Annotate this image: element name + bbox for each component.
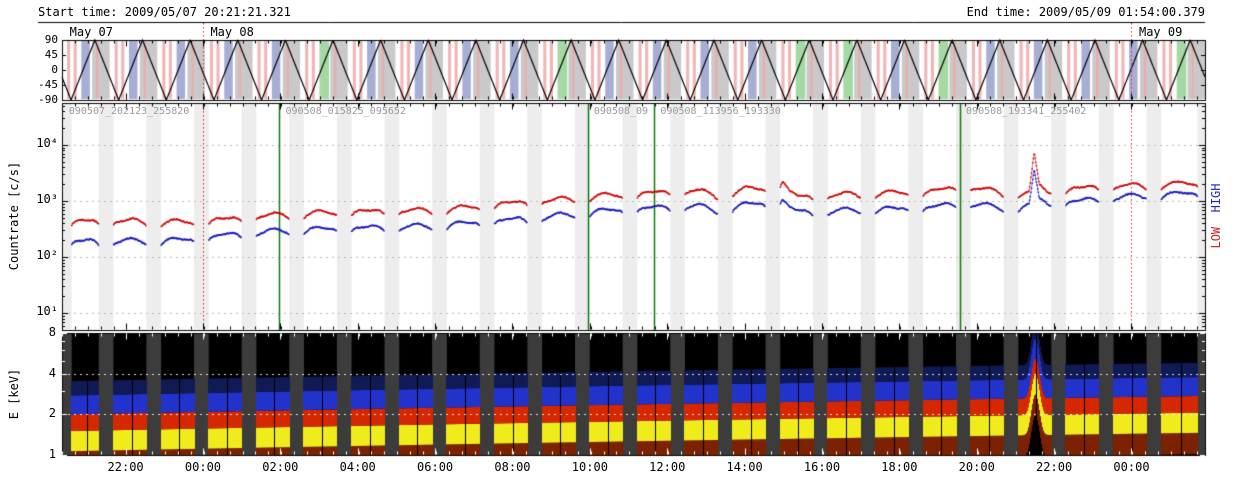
day-label: May 07 [69,25,113,39]
countrate-ytick-10e4: 10⁴ [36,136,58,150]
energy-axis-title: E [keV] [7,368,21,420]
time-tick-label: 00:00 [184,460,222,474]
countrate-ytick-10e1: 10¹ [36,304,58,318]
time-tick-label: 04:00 [339,460,376,474]
countrate-ytick-10e2: 10² [36,248,58,262]
time-tick-label: 22:00 [1036,460,1073,474]
segment-file-label: 090508_193341_255402 [966,106,1087,117]
elevation-ytick-45: 45 [44,48,58,61]
low-rate-label: LOW [1209,226,1223,249]
time-tick-label: 20:00 [958,460,995,474]
time-tick-label: 00:00 [1113,460,1150,474]
time-tick-label: 06:00 [417,460,454,474]
energy-ytick-1: 1 [48,447,56,461]
time-tick-label: 18:00 [881,460,918,474]
energy-ytick-4: 4 [48,366,56,380]
elevation-ytick-m90: -90 [38,93,58,106]
time-tick-label: 16:00 [803,460,841,474]
start-time-label: Start time: 2009/05/07 20:21:21.321 [38,5,291,19]
time-tick-label: 12:00 [649,460,686,474]
countrate-ytick-10e3: 10³ [36,192,58,206]
energy-ytick-8: 8 [48,325,56,339]
day-label: May 08 [210,25,254,39]
countrate-axis-title: Countrate [c/s] [7,161,21,271]
time-tick-label: 14:00 [726,460,763,474]
time-tick-label: 08:00 [494,460,531,474]
elevation-ytick-m45: -45 [38,78,58,91]
rate-mode-legend: LOW HIGH [1209,146,1223,286]
energy-ytick-2: 2 [48,406,56,420]
time-tick-label: 22:00 [107,460,144,474]
elevation-ytick-90: 90 [44,33,58,46]
day-label: May 09 [1138,25,1183,39]
segment-file-label: 090508_09 [593,106,649,117]
time-tick-label: 02:00 [262,460,299,474]
elevation-ytick-0: 0 [51,63,58,76]
segment-file-label: 090508_015825_095652 [285,106,406,117]
segment-file-label: 090508_113956_193330 [660,106,781,117]
end-time-label: End time: 2009/05/09 01:54:00.379 [966,5,1205,19]
high-rate-label: HIGH [1209,183,1223,213]
segment-file-label: 090507_202123_255820 [68,106,190,117]
time-tick-label: 10:00 [571,460,608,474]
